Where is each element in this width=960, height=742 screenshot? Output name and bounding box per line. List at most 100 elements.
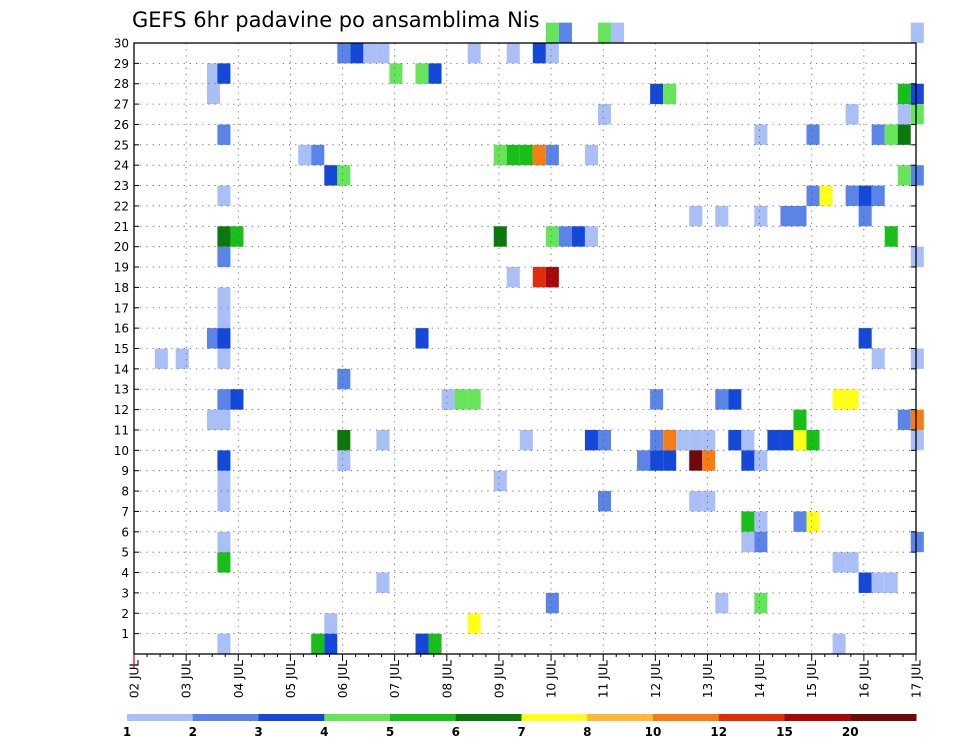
x-tick-label: 08 JUL (440, 660, 454, 698)
heatmap-cell (715, 592, 729, 614)
y-tick-label: 24 (114, 159, 129, 173)
y-tick-label: 21 (114, 220, 129, 234)
heatmap-cell (637, 450, 651, 471)
colorbar-segment (390, 714, 457, 721)
colorbar: 1 2 3 4 5 6 7 8 10 12 15 20 (123, 714, 917, 739)
heatmap-cell (910, 165, 924, 186)
heatmap-cell (663, 83, 677, 105)
heatmap-cell (217, 470, 231, 492)
y-tick-label: 3 (121, 586, 129, 600)
heatmap-cell (441, 389, 455, 410)
heatmap-cell (819, 185, 833, 206)
heatmap-cell (650, 83, 664, 105)
colorbar-label: 3 (254, 725, 262, 739)
heatmap-cell (597, 22, 612, 43)
colorbar-segment (127, 714, 194, 721)
heatmap-cell (897, 124, 911, 145)
y-tick-label: 18 (114, 281, 129, 295)
heatmap-cell (206, 409, 221, 430)
heatmap-cell (715, 205, 729, 227)
heatmap-cell (415, 633, 429, 654)
heatmap-cell (910, 429, 924, 451)
x-tick-label: 12 JUL (649, 660, 663, 698)
heatmap-cell (663, 450, 677, 471)
heatmap-cell (493, 144, 507, 166)
colorbar-segment (521, 714, 588, 721)
heatmap-cell (389, 63, 403, 84)
heatmap-cell (415, 328, 429, 349)
heatmap-cell (845, 552, 859, 573)
chart-title: GEFS 6hr padavine po ansamblima Nis (132, 8, 540, 32)
x-tick-label: 09 JUL (492, 660, 506, 698)
y-tick-label: 7 (121, 505, 129, 519)
heatmap-cell (428, 633, 442, 654)
y-tick-label: 20 (114, 240, 129, 254)
heatmap-cell (415, 63, 429, 84)
y-tick-label: 13 (114, 383, 129, 397)
y-axis-ticks: 1234567891011121314151617181920212223242… (114, 37, 916, 641)
heatmap-cell (311, 633, 325, 654)
heatmap-cell (871, 348, 885, 369)
y-tick-label: 15 (114, 342, 129, 356)
heatmap-cell (175, 348, 189, 369)
y-tick-label: 4 (121, 566, 129, 580)
heatmap-cell (206, 83, 221, 105)
x-tick-label: 17 JUL (910, 660, 924, 698)
heatmap-cell (597, 491, 612, 512)
heatmap-cell (858, 328, 872, 349)
heatmap-cell (298, 144, 312, 166)
y-tick-label: 19 (114, 261, 129, 275)
heatmap-cell (832, 633, 846, 654)
heatmap-cell (545, 43, 559, 64)
y-tick-label: 27 (114, 98, 129, 112)
heatmap-cell (217, 307, 231, 329)
heatmap-cell (230, 389, 244, 410)
x-tick-label: 02 JUL (128, 660, 142, 698)
heatmap-cell (454, 389, 468, 410)
heatmap-cell (217, 246, 231, 268)
heatmap-cell (376, 43, 390, 64)
heatmap-cell (676, 429, 690, 451)
heatmap-cell (597, 429, 612, 451)
colorbar-label: 7 (517, 725, 525, 739)
heatmap-cell (754, 124, 768, 145)
heatmap-cell (845, 185, 859, 206)
heatmap-cell (217, 63, 231, 84)
heatmap-cell (728, 389, 742, 410)
heatmap-cell (376, 429, 390, 451)
y-tick-label: 9 (121, 464, 129, 478)
heatmap-cell (217, 348, 231, 369)
heatmap-cell (519, 144, 533, 166)
heatmap-cell (741, 531, 755, 553)
x-tick-label: 14 JUL (753, 660, 767, 698)
heatmap-cell (217, 287, 231, 308)
heatmap-cell (910, 531, 924, 553)
y-tick-label: 2 (121, 607, 129, 621)
heatmap-cell (217, 450, 231, 471)
heatmap-cell (689, 205, 703, 227)
heatmap-cell (597, 104, 612, 125)
colorbar-label: 6 (452, 725, 460, 739)
heatmap-cell (584, 144, 598, 166)
heatmap-cell (793, 429, 807, 451)
heatmap-cell (767, 429, 781, 451)
y-tick-label: 17 (114, 301, 129, 315)
y-tick-label: 11 (114, 423, 129, 437)
colorbar-label: 20 (842, 725, 859, 739)
y-tick-label: 12 (114, 403, 129, 417)
heatmap-cell (910, 104, 924, 125)
colorbar-segment (258, 714, 325, 721)
heatmap-cell (897, 104, 911, 125)
heatmap-cell (493, 470, 507, 492)
heatmap-cell (910, 348, 924, 369)
x-tick-label: 04 JUL (232, 660, 246, 698)
colorbar-label: 15 (776, 725, 793, 739)
heatmap-cell (611, 22, 625, 43)
heatmap-cell (217, 328, 231, 349)
heatmap-cell (910, 83, 924, 105)
heatmap-cell (897, 83, 911, 105)
heatmap-cell (884, 124, 898, 145)
heatmap-cell (217, 491, 231, 512)
colorbar-segment (850, 714, 917, 721)
